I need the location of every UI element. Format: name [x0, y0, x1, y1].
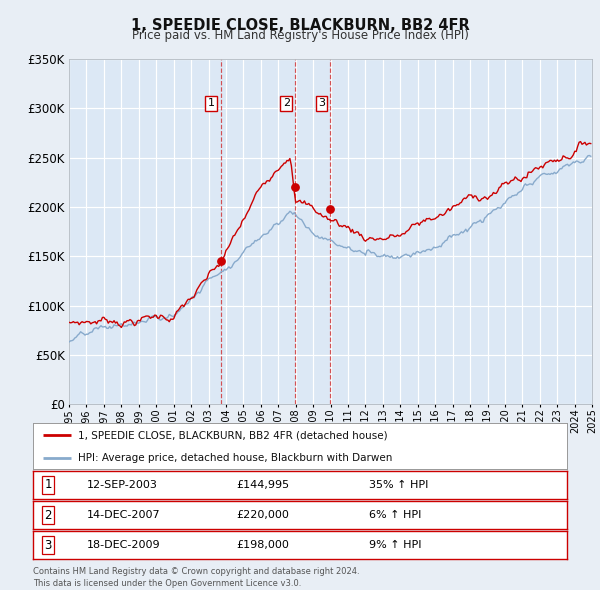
Text: 14-DEC-2007: 14-DEC-2007 [86, 510, 160, 520]
Text: 2: 2 [283, 99, 290, 109]
Point [216, 257, 226, 266]
Text: Contains HM Land Registry data © Crown copyright and database right 2024.
This d: Contains HM Land Registry data © Crown c… [33, 567, 359, 588]
Text: 3: 3 [44, 539, 52, 552]
Text: 1: 1 [44, 478, 52, 491]
Text: 1, SPEEDIE CLOSE, BLACKBURN, BB2 4FR (detached house): 1, SPEEDIE CLOSE, BLACKBURN, BB2 4FR (de… [79, 431, 388, 441]
Text: £220,000: £220,000 [236, 510, 289, 520]
Text: 9% ↑ HPI: 9% ↑ HPI [370, 540, 422, 550]
Text: 1, SPEEDIE CLOSE, BLACKBURN, BB2 4FR: 1, SPEEDIE CLOSE, BLACKBURN, BB2 4FR [131, 18, 469, 32]
Text: 1: 1 [208, 99, 215, 109]
Text: 18-DEC-2009: 18-DEC-2009 [86, 540, 160, 550]
Text: 2: 2 [44, 509, 52, 522]
Text: 6% ↑ HPI: 6% ↑ HPI [370, 510, 422, 520]
Text: HPI: Average price, detached house, Blackburn with Darwen: HPI: Average price, detached house, Blac… [79, 453, 393, 463]
Text: Price paid vs. HM Land Registry's House Price Index (HPI): Price paid vs. HM Land Registry's House … [131, 30, 469, 42]
Text: 12-SEP-2003: 12-SEP-2003 [86, 480, 157, 490]
Text: £144,995: £144,995 [236, 480, 289, 490]
Point [290, 182, 300, 192]
Text: 35% ↑ HPI: 35% ↑ HPI [370, 480, 429, 490]
Point [325, 204, 335, 214]
Text: £198,000: £198,000 [236, 540, 289, 550]
Text: 3: 3 [318, 99, 325, 109]
